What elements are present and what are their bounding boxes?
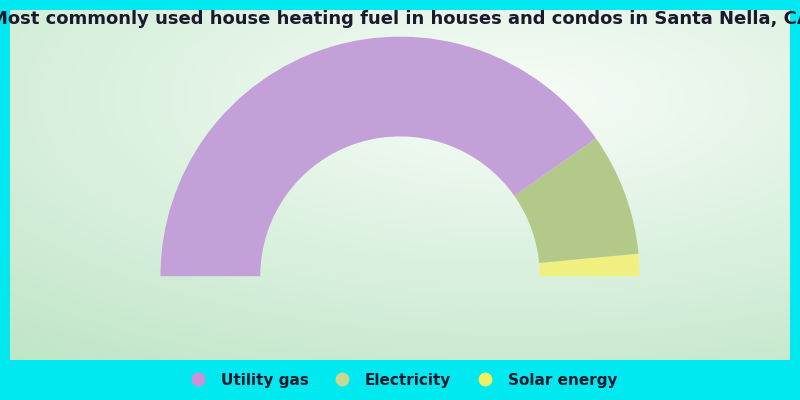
Wedge shape xyxy=(514,138,638,263)
Legend: Utility gas, Electricity, Solar energy: Utility gas, Electricity, Solar energy xyxy=(176,366,624,394)
Text: Most commonly used house heating fuel in houses and condos in Santa Nella, CA: Most commonly used house heating fuel in… xyxy=(0,10,800,28)
Wedge shape xyxy=(539,254,639,276)
Wedge shape xyxy=(161,37,596,276)
